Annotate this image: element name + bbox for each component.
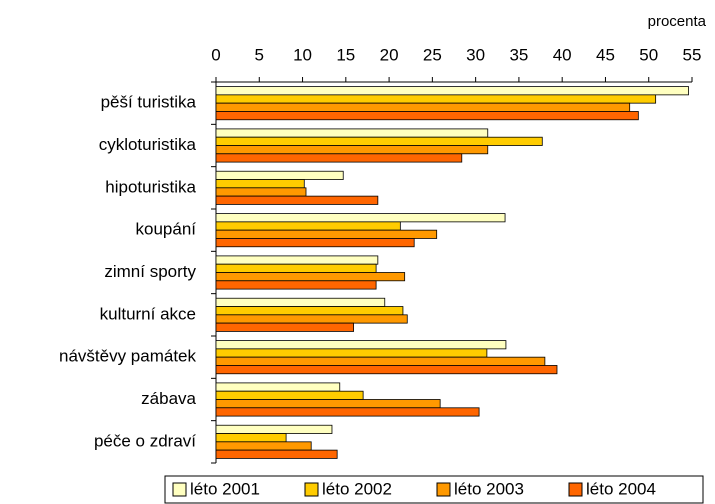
legend-label: léto 2002 (322, 479, 392, 498)
bar (215, 407, 480, 417)
y-tick-label: koupání (136, 220, 197, 239)
bar (215, 170, 344, 180)
bar (215, 128, 489, 138)
x-tick-label: 40 (553, 45, 572, 64)
bar (215, 314, 408, 324)
bar (215, 322, 355, 332)
legend-label: léto 2003 (454, 479, 524, 498)
bar (215, 263, 377, 273)
x-tick-label: 25 (423, 45, 442, 64)
y-tick-label: pěší turistika (101, 93, 197, 112)
bar (215, 348, 488, 358)
axis-label: procenta (648, 13, 707, 30)
legend-swatch (568, 482, 583, 497)
bar (215, 280, 377, 290)
bar (215, 195, 379, 205)
bar (215, 111, 639, 121)
legend-label: léto 2004 (586, 479, 656, 498)
legend-swatch (436, 482, 451, 497)
y-tick-label: cykloturistika (99, 135, 197, 154)
bar (215, 221, 401, 231)
bar (215, 390, 364, 400)
bar (215, 136, 543, 146)
bar (215, 424, 333, 434)
x-tick-label: 30 (466, 45, 485, 64)
bar (215, 153, 463, 163)
bar (215, 86, 689, 96)
x-tick-label: 5 (255, 45, 264, 64)
y-tick-label: zábava (141, 389, 196, 408)
bar (215, 213, 506, 223)
bar (215, 179, 305, 189)
bar (215, 382, 341, 392)
y-tick-label: kulturní akce (100, 304, 196, 323)
bar (215, 255, 379, 265)
bar (215, 306, 404, 316)
bar (215, 340, 507, 350)
y-tick-label: hipoturistika (105, 177, 196, 196)
bar (215, 145, 489, 155)
legend-swatch (172, 482, 187, 497)
bar (215, 102, 631, 112)
bar (215, 272, 406, 282)
legend-label: léto 2001 (190, 479, 260, 498)
bar (215, 433, 287, 443)
x-tick-label: 45 (596, 45, 615, 64)
bar (215, 297, 386, 307)
bar (215, 356, 546, 366)
x-tick-label: 10 (293, 45, 312, 64)
x-tick-label: 20 (380, 45, 399, 64)
legend-box (164, 475, 704, 504)
bar (215, 441, 312, 451)
y-tick-label: péče o zdraví (94, 431, 196, 450)
bar (215, 449, 338, 459)
y-tick-label: zimní sporty (104, 262, 196, 281)
bar (215, 94, 657, 104)
bar (215, 399, 441, 409)
bar (215, 187, 307, 197)
bar (215, 365, 558, 375)
x-tick-label: 50 (639, 45, 658, 64)
x-tick-label: 55 (683, 45, 702, 64)
x-tick-label: 35 (509, 45, 528, 64)
bar (215, 238, 415, 248)
x-tick-label: 15 (336, 45, 355, 64)
bar (215, 229, 438, 239)
y-tick-label: návštěvy památek (59, 347, 197, 366)
legend-swatch (304, 482, 319, 497)
x-tick-label: 0 (211, 45, 220, 64)
